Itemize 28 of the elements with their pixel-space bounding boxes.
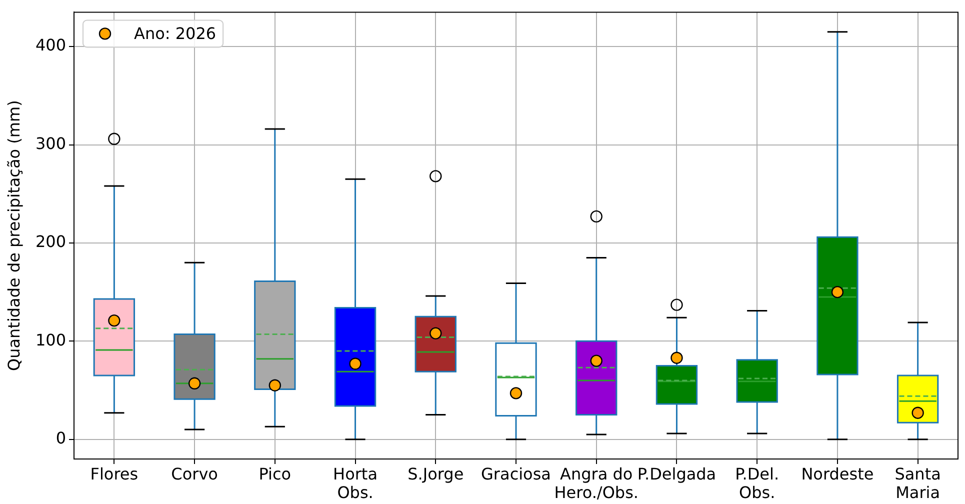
x-tick-label: Nordeste <box>801 464 874 484</box>
point <box>670 352 683 364</box>
y-tick-label: 400 <box>35 36 66 55</box>
x-tick-label: Pico <box>258 464 292 484</box>
y-tick-label: 200 <box>35 232 66 252</box>
y-axis-title: Quantidade de precipitação (mm) <box>4 100 24 372</box>
point <box>912 406 924 419</box>
point <box>349 358 362 370</box>
x-tick-label: S.Jorge <box>408 464 464 484</box>
y-tick-label: 100 <box>35 330 66 350</box>
x-tick-label: Horta Obs. <box>333 464 378 502</box>
x-tick-label: Graciosa <box>481 464 551 484</box>
y-tick-label: 300 <box>35 134 66 153</box>
point <box>590 354 602 367</box>
x-tick-label: Santa Maria <box>894 464 941 502</box>
x-tick-label: Corvo <box>171 464 218 484</box>
point <box>188 377 201 390</box>
point <box>268 379 282 392</box>
point <box>831 286 844 298</box>
y-tick-label: 0 <box>56 428 66 448</box>
point <box>108 314 120 327</box>
legend-label: Ano: 2026 <box>134 24 216 43</box>
x-tick-label: P.Del. Obs. <box>735 464 780 502</box>
point <box>510 387 522 400</box>
x-tick-label: P.Delgada <box>637 464 716 484</box>
x-tick-label: Flores <box>90 464 138 484</box>
point <box>430 327 442 340</box>
x-tick-label: Angra do Hero./Obs. <box>554 464 638 502</box>
